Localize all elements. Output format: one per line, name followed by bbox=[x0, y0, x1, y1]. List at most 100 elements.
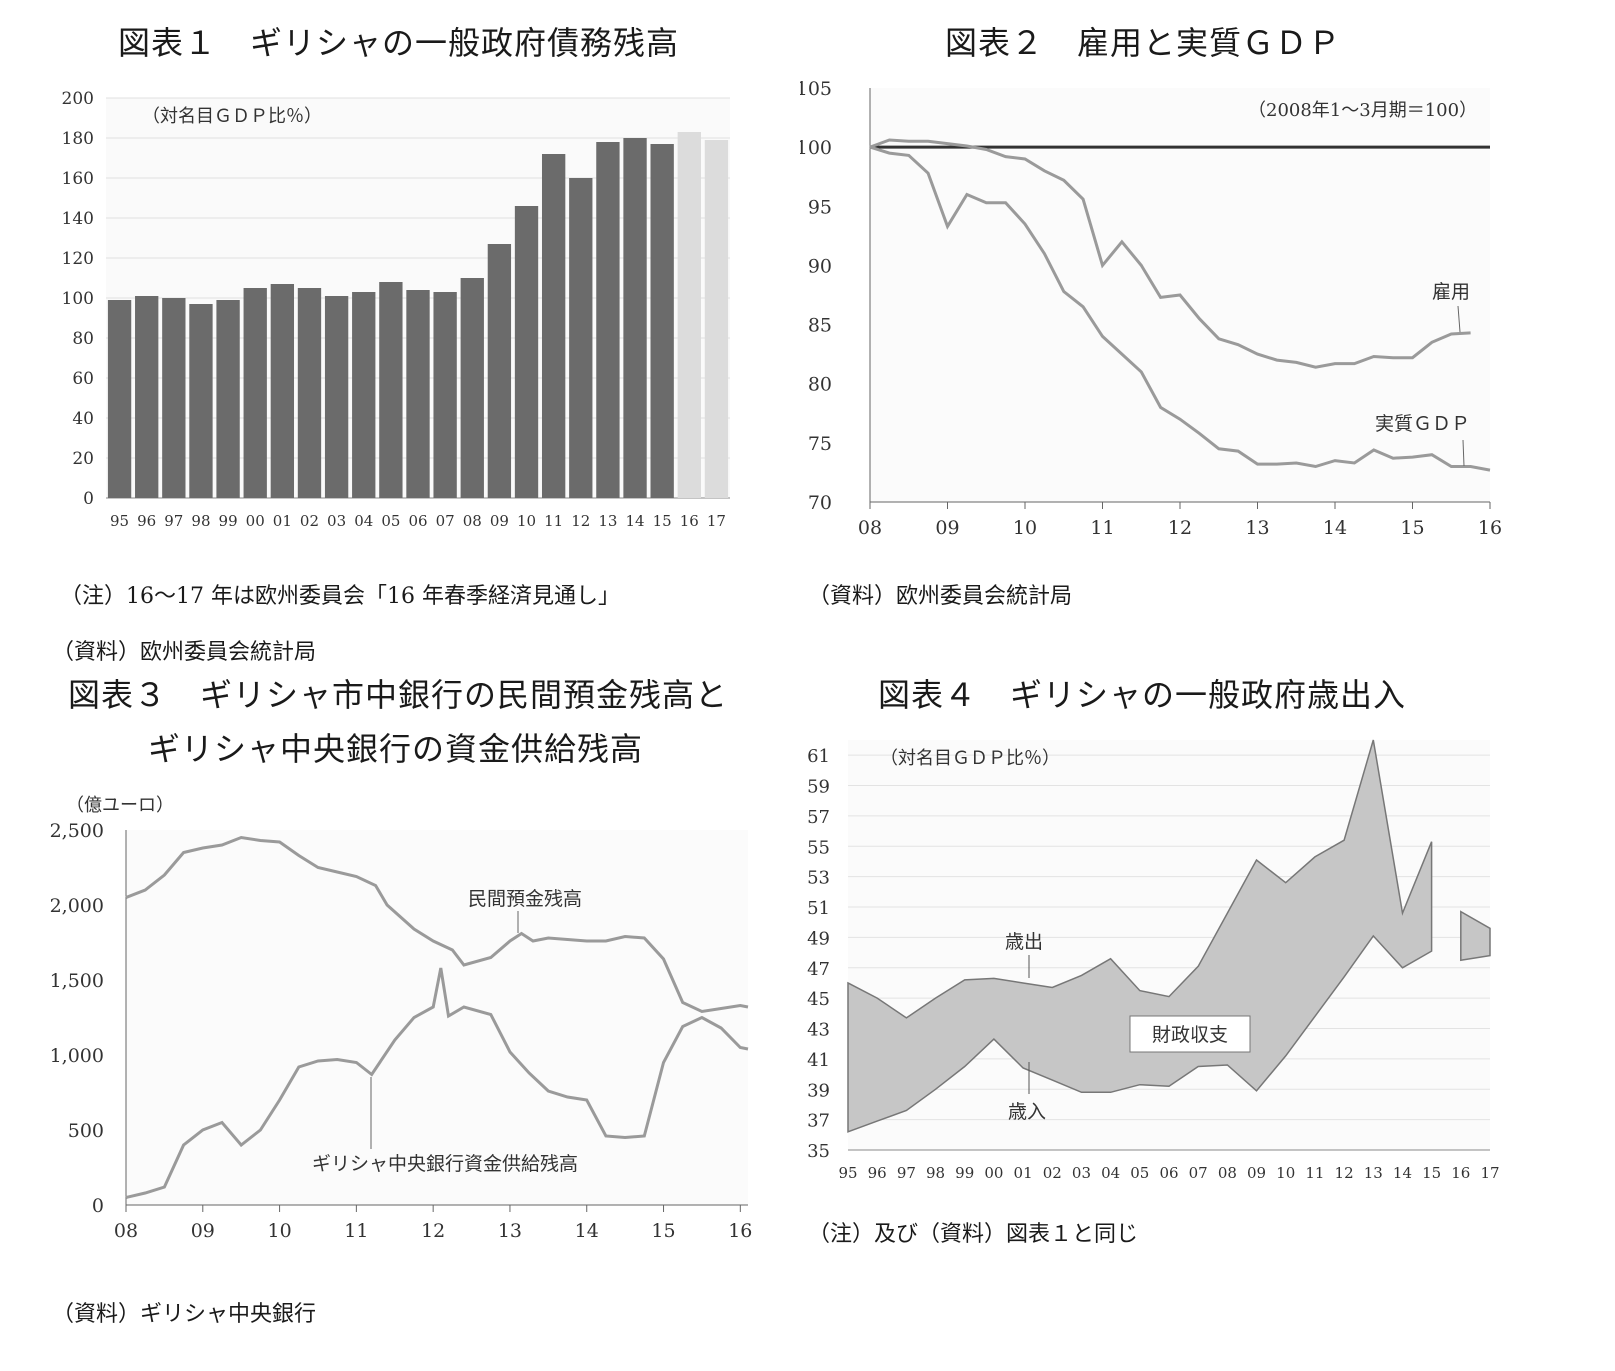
x-tick-label: 13 bbox=[498, 1220, 522, 1242]
bar bbox=[514, 206, 539, 498]
fig1-title: 図表１ ギリシャの一般政府債務残高 bbox=[118, 24, 680, 62]
x-tick-label: 08 bbox=[1218, 1164, 1237, 1182]
x-tick-label: 12 bbox=[1335, 1164, 1354, 1182]
y-tick-label: 80 bbox=[72, 329, 94, 349]
y-tick-label: 41 bbox=[807, 1050, 830, 1071]
unit-label: （2008年1〜3月期＝100） bbox=[1248, 100, 1477, 121]
series-label-expenditure: 歳出 bbox=[1005, 931, 1043, 953]
x-tick-label: 11 bbox=[1305, 1164, 1324, 1182]
bar bbox=[135, 296, 159, 498]
series-label-revenue: 歳入 bbox=[1008, 1101, 1046, 1123]
x-tick-label: 00 bbox=[984, 1164, 1003, 1182]
y-tick-label: 39 bbox=[807, 1080, 830, 1101]
y-tick-label: 35 bbox=[807, 1141, 830, 1162]
x-tick-label: 99 bbox=[219, 512, 238, 530]
series-line-private-deposits bbox=[125, 835, 749, 1014]
x-tick-label: 12 bbox=[1168, 517, 1192, 539]
bar bbox=[189, 304, 213, 498]
x-tick-label: 03 bbox=[1072, 1164, 1091, 1182]
fig2-title: 図表２ 雇用と実質ＧＤＰ bbox=[945, 24, 1342, 62]
bar bbox=[297, 288, 322, 498]
x-tick-label: 95 bbox=[110, 512, 129, 530]
fig3-source: （資料）ギリシャ中央銀行 bbox=[52, 1302, 317, 1327]
x-tick-label: 16 bbox=[1451, 1164, 1470, 1182]
y-tick-label: 0 bbox=[83, 489, 94, 509]
x-tick-label: 01 bbox=[273, 512, 292, 530]
x-tick-label: 07 bbox=[436, 512, 455, 530]
x-tick-label: 12 bbox=[421, 1220, 445, 1242]
y-tick-label: 2,500 bbox=[50, 820, 104, 842]
x-tick-label: 08 bbox=[463, 512, 482, 530]
y-tick-label: 57 bbox=[807, 807, 830, 828]
x-tick-label: 05 bbox=[1130, 1164, 1149, 1182]
x-tick-label: 08 bbox=[858, 517, 882, 539]
x-tick-label: 07 bbox=[1189, 1164, 1208, 1182]
y-tick-label: 1,000 bbox=[50, 1045, 104, 1067]
x-tick-label: 09 bbox=[191, 1220, 215, 1242]
y-tick-label: 1,500 bbox=[50, 970, 104, 992]
y-tick-label: 45 bbox=[807, 989, 830, 1010]
series-label-employment: 雇用 bbox=[1432, 281, 1470, 303]
x-tick-label: 06 bbox=[1159, 1164, 1178, 1182]
x-tick-label: 97 bbox=[897, 1164, 916, 1182]
x-tick-label: 10 bbox=[1013, 517, 1037, 539]
y-tick-label: 120 bbox=[62, 249, 94, 269]
x-tick-label: 97 bbox=[164, 512, 183, 530]
fig1-source: （資料）欧州委員会統計局 bbox=[52, 640, 317, 665]
y-tick-label: 70 bbox=[808, 492, 832, 514]
x-tick-label: 11 bbox=[344, 1220, 368, 1242]
x-tick-label: 09 bbox=[935, 517, 959, 539]
bar bbox=[569, 178, 593, 498]
x-tick-label: 99 bbox=[955, 1164, 974, 1182]
x-tick-label: 10 bbox=[1276, 1164, 1295, 1182]
bar bbox=[243, 288, 267, 498]
y-tick-label: 140 bbox=[62, 209, 94, 229]
x-tick-label: 05 bbox=[381, 512, 400, 530]
y-tick-label: 55 bbox=[807, 837, 830, 858]
x-tick-label: 14 bbox=[1393, 1164, 1412, 1182]
label-pointer bbox=[1457, 305, 1461, 333]
y-tick-label: 20 bbox=[72, 449, 94, 469]
y-tick-label: 40 bbox=[72, 409, 94, 429]
x-tick-label: 10 bbox=[267, 1220, 291, 1242]
fig4-area-chart: 35 37 39 41 43 45 47 49 51 53 55 57 59 61 95 96 97 98 99 00… bbox=[807, 739, 1500, 1182]
x-tick-label: 15 bbox=[653, 512, 672, 530]
y-tick-label: 37 bbox=[807, 1111, 830, 1132]
x-tick-label: 03 bbox=[327, 512, 346, 530]
x-tick-label: 02 bbox=[300, 512, 319, 530]
x-tick-label: 09 bbox=[490, 512, 509, 530]
y-tick-label: 105 bbox=[800, 78, 832, 100]
x-tick-label: 15 bbox=[651, 1220, 675, 1242]
series-line-employment bbox=[869, 138, 1471, 369]
unit-label: （億ユーロ） bbox=[66, 795, 174, 816]
x-tick-label: 17 bbox=[707, 512, 726, 530]
bar bbox=[406, 290, 430, 498]
y-tick-label: 53 bbox=[807, 868, 830, 889]
fig1-note: （注）16〜17 年は欧州委員会「16 年春季経済見通し」 bbox=[60, 584, 620, 609]
y-tick-label: 80 bbox=[808, 374, 832, 396]
fiscal-balance-area-forecast bbox=[1460, 910, 1491, 962]
x-tick-label: 10 bbox=[517, 512, 536, 530]
fig3-title-line1: 図表３ ギリシャ市中銀行の民間預金残高と bbox=[68, 676, 729, 714]
y-tick-label: 51 bbox=[807, 898, 830, 919]
x-tick-label: 15 bbox=[1400, 517, 1424, 539]
y-tick-label: 49 bbox=[807, 928, 830, 949]
y-tick-label: 160 bbox=[62, 169, 94, 189]
x-tick-label: 16 bbox=[1478, 517, 1502, 539]
y-tick-label: 61 bbox=[807, 746, 830, 767]
x-tick-label: 09 bbox=[1247, 1164, 1266, 1182]
bar bbox=[596, 142, 620, 498]
bar bbox=[379, 282, 403, 498]
bar bbox=[623, 138, 647, 498]
x-tick-label: 06 bbox=[408, 512, 427, 530]
bar bbox=[433, 292, 457, 498]
fig3-line-chart: 0 500 1,000 1,500 2,000 2,500 08 09 10 11 12 13 14 15… bbox=[50, 795, 753, 1242]
y-tick-label: 60 bbox=[72, 369, 94, 389]
bar bbox=[704, 140, 729, 498]
x-tick-label: 11 bbox=[544, 512, 563, 530]
fig3-title-line2: ギリシャ中央銀行の資金供給残高 bbox=[148, 730, 644, 768]
bar bbox=[216, 300, 240, 498]
x-tick-label: 16 bbox=[728, 1220, 752, 1242]
x-tick-label: 13 bbox=[1364, 1164, 1383, 1182]
